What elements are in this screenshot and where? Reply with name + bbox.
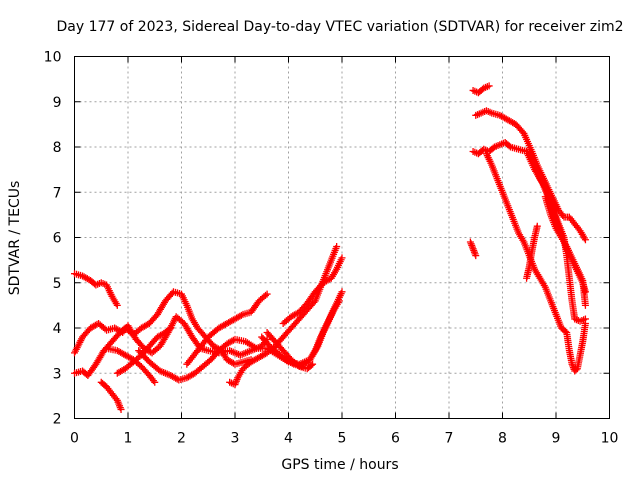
data-point (309, 360, 317, 368)
data-point (165, 325, 173, 333)
x-tick-label: 10 (601, 431, 619, 447)
series-trace-h (183, 290, 271, 368)
series-trace-r (523, 222, 541, 282)
y-tick-label: 3 (53, 366, 62, 382)
data-point (333, 243, 341, 251)
data-point (307, 361, 315, 369)
series-trace-k (263, 329, 317, 373)
y-tick-label: 9 (53, 95, 62, 111)
data-point (561, 327, 569, 335)
x-tick-label: 3 (231, 431, 240, 447)
data-point (335, 297, 343, 305)
series-trace-l (279, 254, 346, 327)
x-tick-label: 6 (391, 431, 400, 447)
series-trace-m (466, 238, 480, 260)
y-tick-label: 4 (53, 321, 62, 337)
data-point (519, 128, 527, 136)
axis-ticks (74, 56, 610, 419)
series-trace-n (469, 82, 493, 97)
x-tick-label: 1 (124, 431, 133, 447)
data-point (485, 82, 493, 90)
chart-title: Day 177 of 2023, Sidereal Day-to-day VTE… (57, 19, 624, 35)
x-tick-label: 8 (498, 431, 507, 447)
x-axis-label: GPS time / hours (281, 457, 398, 473)
y-tick-label: 2 (53, 412, 62, 428)
data-series (71, 82, 589, 413)
y-tick-label: 7 (53, 185, 62, 201)
x-tick-label: 5 (338, 431, 347, 447)
series-trace-d (97, 378, 125, 413)
data-point (472, 252, 480, 260)
data-point (237, 311, 245, 319)
series-trace-o (469, 138, 589, 325)
x-tick-labels: 0 1 2 3 4 5 6 7 8 9 10 (70, 431, 618, 447)
series-trace-p (472, 107, 589, 244)
y-tick-label: 8 (53, 140, 62, 156)
x-tick-label: 4 (284, 431, 293, 447)
data-point (99, 280, 107, 288)
x-tick-label: 0 (70, 431, 79, 447)
data-point (117, 405, 125, 413)
x-tick-label: 9 (552, 431, 561, 447)
y-axis-label: SDTVAR / TECUs (7, 181, 23, 296)
data-point (261, 291, 269, 299)
x-tick-label: 2 (177, 431, 186, 447)
data-point (113, 301, 121, 309)
data-point (581, 319, 589, 327)
data-point (167, 324, 175, 332)
y-tick-labels: 2 3 4 5 6 7 8 9 10 (44, 50, 62, 428)
data-point (581, 236, 589, 244)
y-tick-label: 6 (53, 231, 62, 247)
data-point (338, 254, 346, 262)
data-point (581, 301, 589, 309)
y-tick-label: 5 (53, 276, 62, 292)
data-point (338, 288, 346, 296)
series-trace-c (71, 288, 255, 380)
data-point (263, 290, 271, 298)
data-point (294, 361, 302, 369)
x-tick-label: 7 (445, 431, 454, 447)
series-trace-a (71, 270, 121, 309)
series-trace-t (541, 193, 589, 309)
y-tick-label: 10 (44, 50, 62, 66)
data-point (151, 378, 159, 386)
data-point (580, 316, 588, 324)
data-point (533, 222, 541, 230)
